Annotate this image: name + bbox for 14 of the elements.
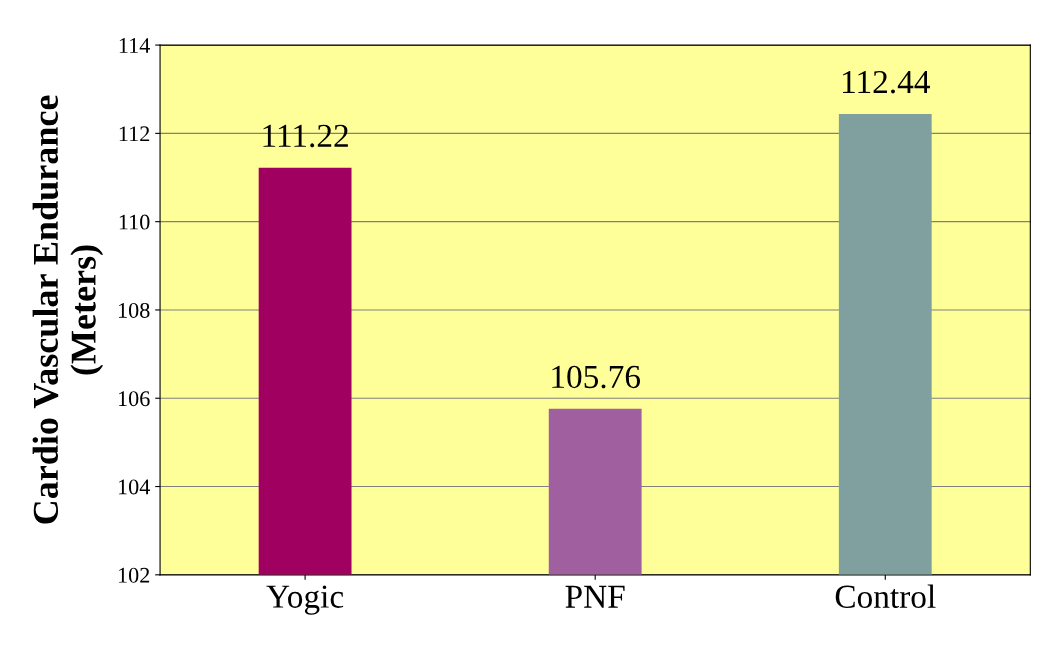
y-tick-label: 112 <box>119 126 150 142</box>
data-label: 111.22 <box>263 124 348 148</box>
y-tick-label: 108 <box>118 302 150 318</box>
x-tick-label: Control <box>835 584 936 608</box>
x-tick-label: Yogic <box>266 585 344 615</box>
y-tick-label: 114 <box>119 38 150 53</box>
x-tick-label: PNF <box>565 585 625 608</box>
data-label: 112.44 <box>843 70 930 94</box>
data-label: 105.76 <box>552 365 641 389</box>
y-tick-label: 104 <box>118 479 150 495</box>
y-tick-label: 106 <box>118 391 150 407</box>
y-tick-label: 110 <box>119 214 150 230</box>
y-axis-title: Cardio Vascular Endurance (Meters) <box>32 95 104 524</box>
y-tick-label: 102 <box>118 567 150 583</box>
